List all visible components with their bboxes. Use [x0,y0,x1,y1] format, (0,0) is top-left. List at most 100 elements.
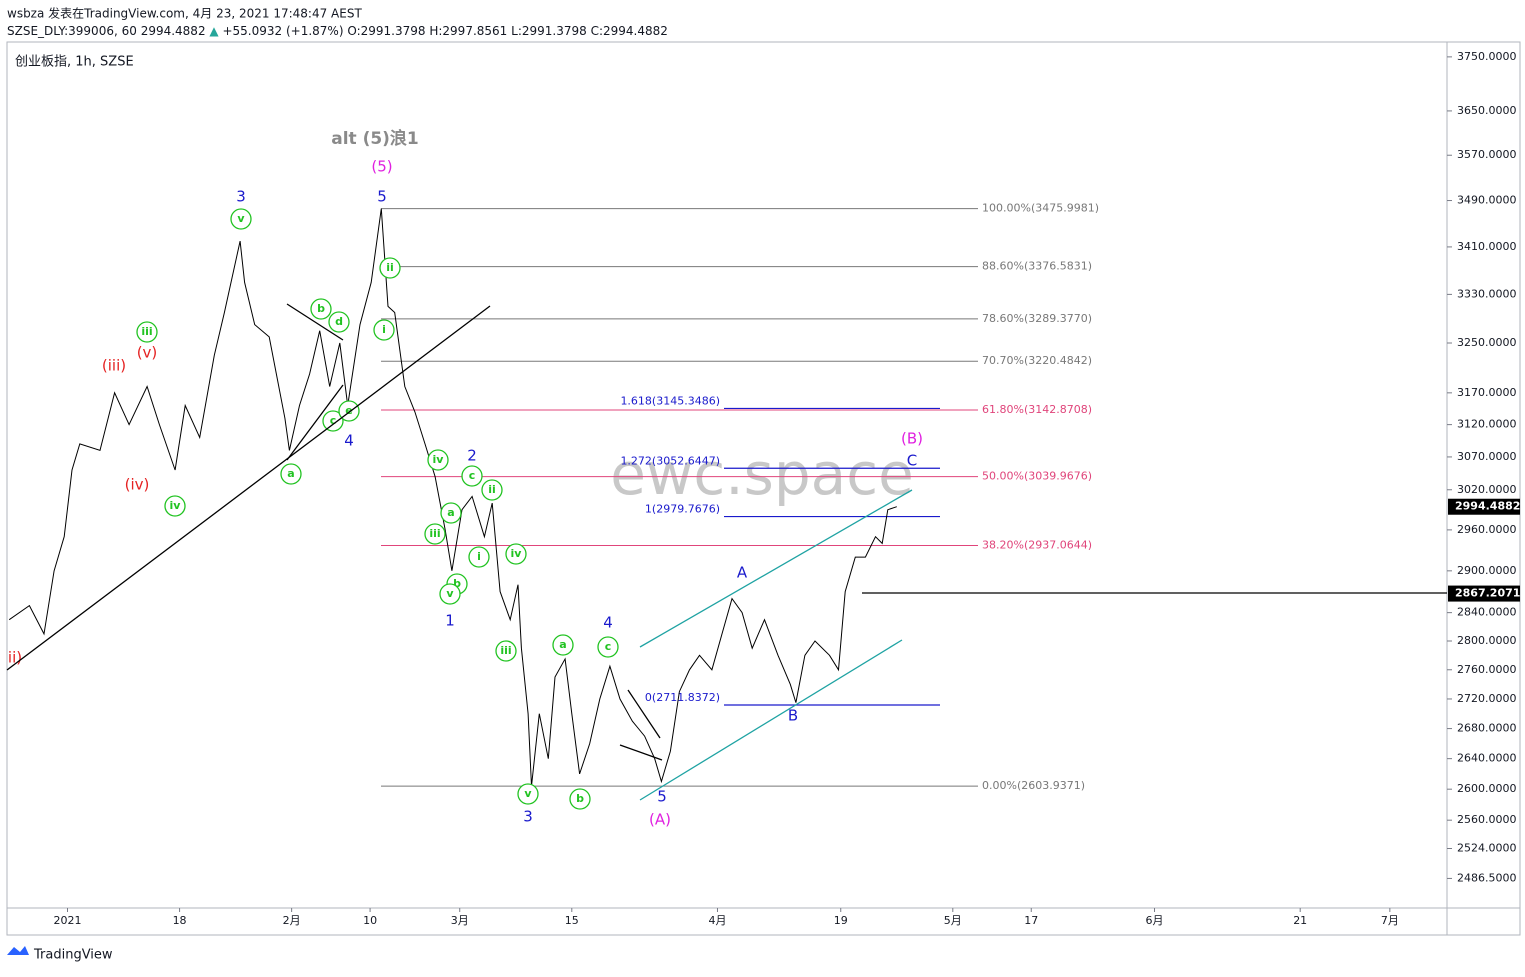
y-tick-label: 3410.0000 [1457,240,1517,253]
wave-circle [481,479,503,501]
wave-circle [552,634,574,656]
brand: TradingView [33,948,113,963]
wave-circle [440,502,462,524]
wave-label: 2 [467,447,477,465]
chart-title: 创业板指, 1h, SZSE [15,55,134,70]
y-tick-label: 2524.0000 [1457,842,1517,855]
wave-label: a [447,506,454,519]
ohlc: H:2997.8561 [429,24,507,38]
trendline [286,303,344,341]
wave-circle [461,465,483,487]
wave-label: d [335,315,343,328]
extension-label: 1.618(3145.3486) [620,394,720,407]
wave-circle [517,783,539,805]
x-tick-label: 5月 [944,914,962,927]
trendline [627,689,661,739]
wave-circle [427,449,449,471]
x-tick-label: 19 [834,914,848,927]
wave-circle [310,298,332,320]
extension-label: 1(2979.7676) [645,503,720,516]
ohlc: L:2991.3798 [511,24,587,38]
x-tick-label: 7月 [1381,914,1399,927]
wave-label: v [446,587,454,600]
wave-circle [597,636,619,658]
watermark: ewc.space [610,440,914,508]
wave-label: 5 [657,788,667,806]
wave-label: C [907,452,917,470]
frame [6,41,1521,936]
wave-circle [373,319,395,341]
y-tick-label: 3070.0000 [1457,450,1517,463]
wave-label: b [576,792,584,805]
wave-circle [439,583,461,605]
y-tick-label: 3170.0000 [1457,386,1517,399]
x-tick-label: 3月 [451,914,469,927]
wave-label: e [345,404,352,417]
wave-label: 3 [236,188,246,206]
y-tick-label: 2840.0000 [1457,606,1517,619]
price-line [8,208,897,787]
wave-label: 1 [445,612,455,630]
wave-label: (A) [649,811,671,829]
wave-circle [322,410,344,432]
wave-circle [495,640,517,662]
price-tag-label: 2994.4882 [1455,500,1520,513]
wave-label: (5) [371,158,392,176]
wave-label: (v) [137,344,158,362]
price-tag [1448,585,1520,602]
wave-label: c [605,640,612,653]
fib-label: 38.20%(2937.0644) [982,538,1092,551]
channel-line [639,639,903,801]
change: +55.0932 (+1.87%) [222,24,343,38]
y-tick-label: 3250.0000 [1457,336,1517,349]
wave-circle [379,257,401,279]
wave-label: b [453,577,461,590]
wave-label: c [330,414,337,427]
footer: TradingView [7,946,113,963]
x-tick-label: 4月 [708,914,726,927]
wave-circle [280,463,302,485]
x-tick-label: 21 [1293,914,1307,927]
wave-label: 4 [603,614,613,632]
x-tick-label: 2月 [283,914,301,927]
wave-label: iv [433,453,445,466]
plot: 3750.00003650.00003570.00003490.00003410… [8,50,1521,927]
y-tick-label: 2640.0000 [1457,752,1517,765]
price-tag [1448,498,1520,515]
wave-label: iii [141,325,152,338]
wave-circle [136,321,158,343]
y-tick-label: 2960.0000 [1457,523,1517,536]
extension-label: 0(2711.8372) [645,691,720,704]
y-tick-label: 3020.0000 [1457,483,1517,496]
wave-label: i [382,323,386,336]
wave-label: (B) [901,430,923,448]
logo [7,946,29,955]
extension-label: 1.272(3052.6447) [620,454,720,467]
trendline [619,744,663,761]
wave-label: a [559,638,566,651]
wave-label: 3 [523,808,533,826]
fib-label: 0.00%(2603.9371) [982,779,1085,792]
wave-label: iii [500,644,511,657]
y-tick-label: 3490.0000 [1457,194,1517,207]
wave-label: c [469,469,476,482]
wave-label: ii [488,483,496,496]
x-tick-label: 10 [363,914,377,927]
fib-label: 50.00%(3039.9676) [982,470,1092,483]
wave-circle [164,495,186,517]
wave-label: b [317,302,325,315]
x-tick-label: 18 [173,914,187,927]
wave-circle [424,523,446,545]
trendline [6,305,491,671]
wave-label: A [737,564,748,582]
x-tick-label: 2021 [54,914,82,927]
ohlc: O:2991.3798 [347,24,425,38]
ticker: SZSE_DLY:399006, 60 [7,24,137,38]
y-tick-label: 2800.0000 [1457,634,1517,647]
channel-line [639,489,913,648]
last: 2994.4882 [141,24,206,38]
wave-label: ii [386,261,394,274]
y-tick-label: 2560.0000 [1457,813,1517,826]
y-tick-label: 3650.0000 [1457,104,1517,117]
